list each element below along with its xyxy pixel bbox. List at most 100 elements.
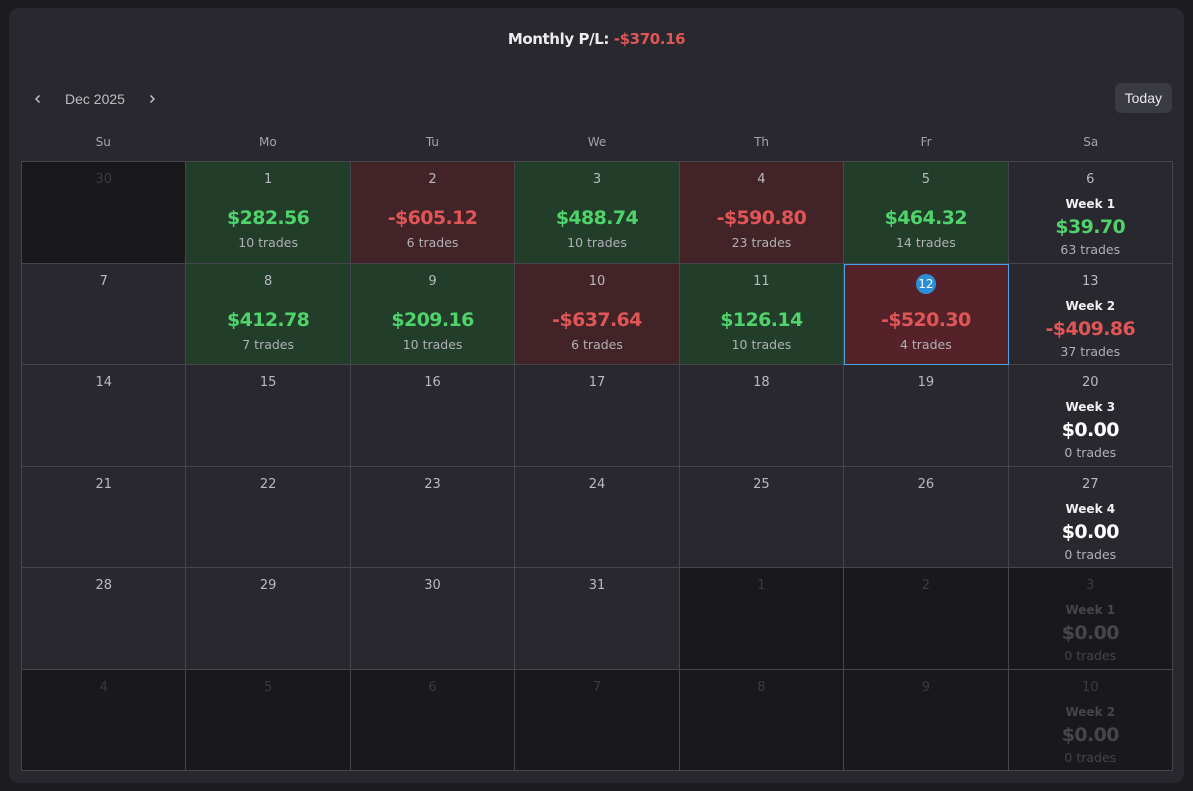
day-number: 3: [592, 172, 602, 187]
day-number: 26: [917, 476, 935, 492]
day-number: 27: [1082, 476, 1099, 492]
weekday-header: Su Mo Tu We Th Fr Sa: [21, 135, 1173, 149]
day-cell[interactable]: 2: [844, 568, 1009, 670]
day-number: 18: [753, 375, 770, 390]
week-summary-cell[interactable]: 13 Week 2 -$409.86 37 trades: [1008, 263, 1173, 365]
day-cell[interactable]: 30: [22, 162, 187, 264]
day-cell[interactable]: 8 $412.78 7 trades: [186, 263, 351, 365]
day-cell[interactable]: 3 $488.74 10 trades: [515, 162, 680, 264]
day-cell[interactable]: 7: [515, 669, 680, 771]
day-number: 22: [259, 476, 277, 492]
week-pl-amount: -$409.86: [1045, 317, 1136, 340]
day-number: 12: [844, 273, 1007, 294]
next-month-button[interactable]: [141, 88, 163, 110]
day-cell[interactable]: 10 -$637.64 6 trades: [515, 263, 680, 365]
day-cell[interactable]: 9 $209.16 10 trades: [350, 263, 516, 365]
week-label: Week 3: [1065, 400, 1116, 414]
day-number: 25: [753, 476, 770, 492]
day-number: 24: [588, 476, 606, 492]
day-number: 20: [1082, 375, 1099, 390]
day-cell[interactable]: 5: [186, 669, 351, 771]
day-number: 5: [263, 679, 273, 695]
day-number: 10: [1082, 679, 1099, 695]
day-cell[interactable]: 26: [844, 466, 1009, 568]
monthly-pl-value: -$370.16: [613, 30, 686, 48]
day-cell[interactable]: 23: [350, 466, 516, 568]
day-number: 13: [1082, 273, 1099, 289]
day-cell[interactable]: 5 $464.32 14 trades: [844, 162, 1009, 264]
day-pl-amount: $464.32: [884, 207, 968, 229]
day-cell[interactable]: 25: [679, 466, 845, 568]
calendar-grid: 30 1 $282.56 10 trades 2 -$605.12 6 trades 3 $48…: [21, 161, 1173, 771]
day-number: 5: [921, 172, 930, 187]
chevron-left-icon: [35, 95, 40, 103]
day-number: 30: [424, 578, 441, 593]
day-number: 19: [917, 375, 935, 390]
weekday-label: Su: [95, 135, 111, 149]
today-button[interactable]: Today: [1114, 83, 1172, 113]
day-cell[interactable]: 1 $282.56 10 trades: [186, 162, 351, 264]
day-cell[interactable]: 6: [350, 669, 516, 771]
day-cell[interactable]: 24: [515, 466, 680, 568]
week-pl-amount: $0.00: [1061, 622, 1120, 644]
day-cell[interactable]: 29: [186, 568, 351, 670]
day-pl-amount: -$590.80: [716, 207, 807, 229]
calendar-panel: Monthly P/L: -$370.16 Dec 2025 Today Su …: [9, 8, 1184, 783]
day-number: 23: [424, 476, 441, 492]
day-number: 3: [1086, 578, 1095, 593]
day-cell[interactable]: 1: [679, 568, 845, 670]
day-number: 6: [428, 679, 437, 695]
week-label: Week 1: [1065, 197, 1116, 211]
day-number: 7: [99, 273, 108, 289]
week-summary-cell[interactable]: 6 Week 1 $39.70 63 trades: [1008, 162, 1173, 264]
day-cell[interactable]: 17: [515, 365, 680, 467]
week-pl-amount: $0.00: [1061, 520, 1120, 543]
day-pl-amount: $412.78: [226, 308, 310, 331]
day-cell[interactable]: 14: [22, 365, 187, 467]
day-cell[interactable]: 15: [186, 365, 351, 467]
day-cell[interactable]: 4: [22, 669, 187, 771]
today-badge: 12: [915, 273, 936, 294]
prev-month-button[interactable]: [27, 88, 49, 110]
day-pl-amount: $126.14: [720, 308, 803, 331]
day-cell[interactable]: 4 -$590.80 23 trades: [679, 162, 845, 264]
day-cell[interactable]: 31: [515, 568, 680, 670]
day-number: 17: [588, 375, 606, 390]
day-cell[interactable]: 18: [679, 365, 845, 467]
week-summary-cell[interactable]: 27 Week 4 $0.00 0 trades: [1008, 466, 1173, 568]
day-cell[interactable]: 7: [22, 263, 187, 365]
day-cell[interactable]: 11 $126.14 10 trades: [679, 263, 845, 365]
day-cell[interactable]: 12 -$520.30 4 trades: [844, 263, 1009, 365]
week-trade-count: 37 trades: [1060, 343, 1121, 359]
week-summary-cell[interactable]: 3 Week 1 $0.00 0 trades: [1008, 568, 1173, 670]
weekday-label: Fr: [920, 135, 932, 149]
day-number: 16: [424, 375, 441, 390]
week-summary-cell[interactable]: 10 Week 2 $0.00 0 trades: [1008, 669, 1173, 771]
week-pl-amount: $0.00: [1061, 419, 1120, 441]
day-pl-amount: $488.74: [555, 207, 639, 229]
day-number: 14: [95, 375, 112, 390]
day-number: 15: [259, 375, 277, 390]
day-pl-amount: $209.16: [391, 308, 474, 331]
day-cell[interactable]: 9: [844, 669, 1009, 771]
day-cell[interactable]: 21: [22, 466, 187, 568]
day-cell[interactable]: 19: [844, 365, 1009, 467]
day-cell[interactable]: 2 -$605.12 6 trades: [350, 162, 516, 264]
day-number: 4: [99, 679, 108, 695]
week-summary-cell[interactable]: 20 Week 3 $0.00 0 trades: [1008, 365, 1173, 467]
day-trade-count: 4 trades: [899, 336, 952, 352]
day-number: 1: [757, 578, 766, 593]
day-pl-amount: -$520.30: [881, 308, 971, 331]
week-trade-count: 0 trades: [1064, 648, 1117, 663]
week-label: Week 1: [1065, 603, 1116, 617]
day-cell[interactable]: 28: [22, 568, 187, 670]
day-cell[interactable]: 22: [186, 466, 351, 568]
week-trade-count: 0 trades: [1064, 445, 1117, 460]
day-number: 9: [921, 679, 930, 695]
day-cell[interactable]: 30: [350, 568, 516, 670]
chevron-right-icon: [149, 95, 155, 103]
day-trade-count: 10 trades: [238, 235, 298, 250]
day-cell[interactable]: 16: [350, 365, 516, 467]
day-trade-count: 7 trades: [242, 336, 295, 352]
day-cell[interactable]: 8: [679, 669, 845, 771]
